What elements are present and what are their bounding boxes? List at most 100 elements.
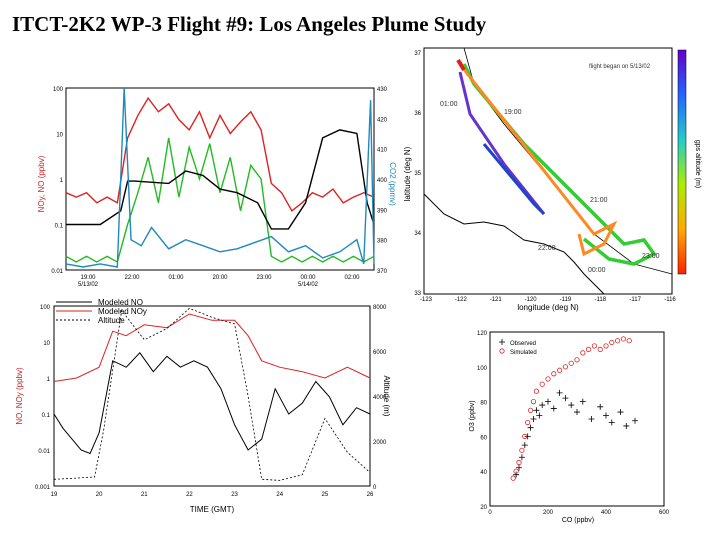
simulated-point [522,433,528,440]
legend-label: Simulated [510,350,537,356]
simulated-point [615,338,621,344]
map-y-label: latitude (deg N) [404,146,412,201]
y-tick-label: 100 [40,305,51,311]
observed-point [527,424,534,431]
x-tick-label: 19:00 [80,275,96,281]
x-tick-label: 200 [543,510,554,516]
observed-point [562,395,569,402]
plot-frame [489,331,665,507]
y-tick-label: 120 [477,331,488,337]
observed-point [533,407,540,414]
chart-modeled-no-noy-altitude: NO, NOy (ppbv) Altitude (m) TIME (GMT) 1… [15,298,390,514]
coastline [423,193,605,295]
track-purple [458,71,546,215]
simulated-point [591,343,598,349]
observed-point [513,471,520,478]
map-x-tick-label: -119 [560,297,572,303]
x-tick-label: 5/13/02 [78,282,99,288]
observed-point [579,398,586,405]
series-line-cyan [65,87,375,268]
x-tick-label: 22 [186,492,193,498]
simulated-point [513,468,519,474]
y2-tick-label: 420 [377,117,388,123]
y2-tick-label: 8000 [373,305,387,311]
series-line-modeled-no [53,352,371,455]
x-tick-label: 23 [231,492,238,498]
series-line-modeled-noy [53,313,371,382]
plot-frame [53,305,371,487]
simulated-point [580,350,586,356]
annotation-flight-began: flight began on 5/13/02 [589,64,651,70]
simulated-point [562,364,569,370]
track-red [456,58,466,72]
legend-swatch [499,339,505,345]
y-axis-label: O3 (ppbv) [469,400,476,431]
y-tick-label: 1 [60,178,64,184]
x-tick-label: 25 [322,492,329,498]
x-tick-label: 21 [141,492,148,498]
x-axis-label: TIME (GMT) [190,505,235,514]
x-tick-label: 400 [601,510,612,516]
x-axis-label: CO (ppbv) [562,517,594,524]
simulated-point [574,357,580,363]
observed-point [550,405,557,412]
y-tick-label: 1 [47,377,51,383]
map-frame [423,47,673,295]
track-orange [458,61,618,257]
observed-point [597,403,604,410]
observed-point [623,422,630,429]
observed-point [530,416,537,422]
simulated-point [620,336,626,342]
plot-frame [65,87,375,271]
colorbar-label: gps altitude (m) [694,140,701,188]
y-tick-label: 10 [56,133,63,139]
observed-point [518,454,525,461]
annotation-2200: 22:00 [538,245,556,252]
y2-tick-label: 390 [377,208,388,214]
simulated-point [626,338,632,344]
y-tick-label: 20 [480,505,487,511]
x-tick-label: 00:00 [300,275,316,281]
y2-tick-label: 380 [377,239,388,245]
simulated-point [568,360,574,366]
simulated-point [527,407,534,413]
y-tick-label: 60 [480,435,487,441]
x-tick-label: 0 [488,510,492,516]
x-tick-label: 02:00 [344,275,360,281]
y2-tick-label: 430 [377,87,388,93]
simulated-point [545,376,551,382]
map-x-tick-label: -121 [490,297,503,303]
map-x-tick-label: -116 [664,297,676,303]
map-y-tick-label: 34 [414,231,421,237]
simulated-point [551,371,557,377]
simulated-point [603,343,609,349]
map-y-tick-label: 37 [414,51,421,57]
legend-label: Modeled NO [98,298,143,307]
simulated-point [597,346,603,352]
simulated-point [557,367,563,373]
x-tick-label: 19 [51,492,58,498]
y2-tick-label: 370 [377,269,388,275]
y-tick-label: 0.01 [51,269,63,275]
simulated-point [530,399,537,405]
x-tick-label: 26 [367,492,374,498]
simulated-point [510,475,516,481]
observed-point [521,442,528,449]
map-x-tick-label: -123 [420,297,433,303]
y-axis-label: NO, NOy (ppbv) [15,367,24,425]
map-y-tick-label: 36 [414,111,421,117]
map-x-tick-label: -122 [455,297,468,303]
observed-point [524,433,531,440]
observed-point [603,412,609,419]
annotation-2300: 23:00 [642,253,660,260]
series-line-altitude [53,307,371,481]
observed-point [539,402,546,409]
simulated-point [516,459,522,466]
observed-point [588,416,595,422]
x-tick-label: 22:00 [124,275,140,281]
y-tick-label: 80 [480,401,487,407]
observed-point [536,412,543,419]
legend-label: Observed [510,341,536,347]
series-line-red [65,96,375,212]
y-tick-label: 0.001 [35,485,51,491]
